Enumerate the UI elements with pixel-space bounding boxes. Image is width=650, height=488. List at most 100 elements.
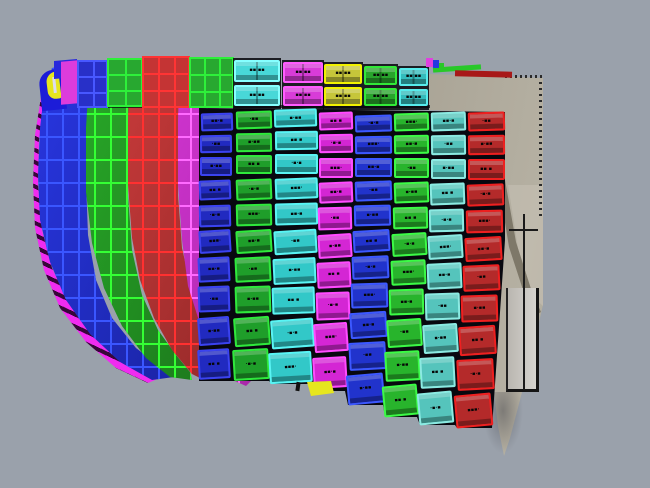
- hull-plate-col-red-9[interactable]: ▪▪ ▪: [458, 324, 498, 357]
- hull-plate-top-magenta-r1[interactable]: ▪▪ ▪▪: [283, 85, 323, 106]
- hull-plate-col-green-dark-2[interactable]: ▪·▪▪: [236, 132, 273, 152]
- hull-plate-col-cyan-4[interactable]: ▪▪▪·: [274, 177, 319, 201]
- hull-plate-col-navy-8[interactable]: ·▪▪: [197, 285, 231, 314]
- deck-strip-magenta[interactable]: [61, 60, 78, 105]
- hull-plate-col-green-dark-10[interactable]: ·▪·▪: [232, 348, 270, 382]
- hull-plate-top-cyan-1-r1[interactable]: ▪▪ ▪▪: [234, 84, 280, 106]
- hull-plate-col-teal-4[interactable]: ▪▪ ▪: [429, 182, 466, 206]
- hull-plate-col-red-5[interactable]: ▪▪▪·: [465, 209, 504, 233]
- hull-plate-col-green-dark-3[interactable]: ▪▪ ▪: [236, 155, 273, 175]
- hull-plate-col-teal-3[interactable]: ▪·▪▪: [430, 158, 466, 180]
- hull-plate-col-blue-4[interactable]: ·▪▪: [354, 180, 393, 202]
- hull-plate-col-green-5[interactable]: ▪▪ ▪: [392, 206, 429, 230]
- hull-plate-col-teal-10[interactable]: ▪▪ ▪: [419, 356, 457, 389]
- hull-plate-col-navy-2[interactable]: ·▪▪: [200, 134, 233, 154]
- hull-plate-col-teal-11[interactable]: ·▪·▪: [416, 390, 455, 426]
- hull-plate-col-blue-2[interactable]: ▪▪▪·: [354, 136, 393, 155]
- hull-plate-col-cyan-9[interactable]: ·▪·▪: [269, 317, 315, 350]
- hull-plate-col-teal-2[interactable]: ·▪▪: [430, 134, 467, 155]
- hull-plate-col-red-8[interactable]: ▪·▪▪: [460, 294, 499, 323]
- hull-plate-col-navy-1[interactable]: ▪▪·▪: [200, 112, 234, 132]
- hull-plate-col-green-dark-8[interactable]: ▪·▪▪: [234, 285, 272, 314]
- hull-plate-col-green-11[interactable]: ▪▪ ▪: [381, 383, 420, 418]
- hull-plate-col-cyan-1[interactable]: ▪·▪▪: [273, 108, 318, 128]
- hull-plate-col-green-10[interactable]: ▪·▪▪: [384, 350, 421, 382]
- hull-plate-col-magenta-1[interactable]: ▪▪ ▪: [318, 111, 354, 131]
- hull-plate-col-red-1[interactable]: ·▪▪: [467, 111, 506, 132]
- hull-plate-col-blue-1[interactable]: ·▪·▪: [354, 114, 393, 133]
- hull-plate-col-magenta-3[interactable]: ▪▪▪·: [319, 157, 354, 178]
- hull-plate-col-navy-7[interactable]: ▪▪·▪: [197, 256, 231, 283]
- hull-plate-col-green-4[interactable]: ▪·▪▪: [393, 181, 430, 204]
- hull-plate-col-green-2[interactable]: ▪▪·▪: [394, 135, 430, 155]
- hull-plate-col-magenta-5[interactable]: ·▪▪: [318, 206, 353, 230]
- hull-plate-col-cyan-10[interactable]: ▪▪▪·: [268, 350, 313, 385]
- hull-plate-col-magenta-9[interactable]: ▪▪▪·: [313, 321, 350, 354]
- gridded-plate-green-2[interactable]: [189, 57, 234, 108]
- hull-plate-col-navy-6[interactable]: ▪▪▪·: [197, 229, 232, 255]
- hull-plate-col-green-7[interactable]: ▪▪▪·: [390, 259, 427, 286]
- hull-plate-col-navy-4[interactable]: ▪▪ ▪: [198, 179, 232, 202]
- hull-plate-col-teal-9[interactable]: ▪·▪▪: [421, 323, 459, 355]
- hull-plate-col-blue-10[interactable]: ·▪▪: [347, 341, 387, 372]
- hull-plate-col-green-8[interactable]: ▪▪·▪: [388, 288, 425, 316]
- hull-plate-col-magenta-6[interactable]: ▪·▪▪: [316, 232, 353, 259]
- hull-plate-col-navy-10[interactable]: ▪▪ ▪: [197, 347, 231, 380]
- hull-plate-col-green-dark-7[interactable]: ·▪▪: [234, 256, 272, 283]
- hull-plate-col-magenta-8[interactable]: ·▪·▪: [315, 290, 351, 320]
- hull-plate-col-green-dark-1[interactable]: ·▪▪: [235, 110, 273, 130]
- hull-plate-col-red-10[interactable]: ·▪·▪: [456, 358, 496, 392]
- hull-plate-col-blue-3[interactable]: ▪▪·▪: [354, 158, 392, 178]
- hull-plate-col-cyan-7[interactable]: ▪·▪▪: [272, 256, 317, 285]
- hull-plate-col-teal-5[interactable]: ·▪·▪: [429, 208, 465, 232]
- hull-plate-top-yellow-r0[interactable]: ▪▪ ▪▪: [324, 64, 362, 84]
- hull-plate-col-cyan-5[interactable]: ▪▪·▪: [274, 202, 319, 227]
- hull-plate-col-cyan-6[interactable]: ·▪▪: [273, 228, 318, 255]
- hull-plate-col-green-dark-5[interactable]: ▪▪▪·: [235, 203, 273, 227]
- hull-plate-col-red-7[interactable]: ·▪▪: [462, 264, 501, 292]
- hull-plate-col-blue-9[interactable]: ▪▪·▪: [349, 310, 388, 340]
- hull-plate-col-red-6[interactable]: ▪▪·▪: [463, 235, 503, 262]
- hull-plate-col-blue-8[interactable]: ▪▪▪·: [350, 282, 389, 309]
- hull-plate-col-teal-7[interactable]: ▪▪·▪: [426, 262, 463, 290]
- hull-plate-top-cyan-2-r1[interactable]: ▪▪ ▪▪: [399, 88, 428, 106]
- hull-plate-col-green-6[interactable]: ·▪·▪: [391, 231, 428, 258]
- hull-plate-col-green-dark-6[interactable]: ▪▪·▪: [235, 228, 273, 255]
- hull-plate-col-navy-3[interactable]: ▪·▪▪: [199, 156, 232, 177]
- hull-plate-col-green-1[interactable]: ▪▪▪·: [393, 112, 430, 132]
- hull-plate-col-teal-1[interactable]: ▪▪·▪: [430, 111, 467, 132]
- hull-plate-col-cyan-3[interactable]: ·▪·▪: [274, 154, 319, 175]
- hull-plate-col-red-4[interactable]: ·▪·▪: [466, 183, 505, 207]
- hull-plate-top-green-r1[interactable]: ▪▪ ▪▪: [364, 87, 397, 106]
- keel-sliver-yellow[interactable]: [307, 381, 334, 396]
- hull-plate-top-cyan-1-r0[interactable]: ▪▪ ▪▪: [234, 60, 280, 82]
- hull-plate-col-cyan-2[interactable]: ▪▪ ▪: [274, 130, 318, 151]
- hull-plate-col-red-11[interactable]: ▪▪▪·: [453, 392, 494, 429]
- hull-plate-top-yellow-r1[interactable]: ▪▪ ▪▪: [324, 86, 362, 106]
- hull-plate-col-green-9[interactable]: ·▪▪: [386, 318, 424, 349]
- hull-plate-col-green-dark-9[interactable]: ▪▪ ▪: [232, 315, 271, 347]
- hull-plate-col-magenta-7[interactable]: ▪▪ ▪: [316, 260, 352, 289]
- hull-plate-col-blue-5[interactable]: ▪·▪▪: [353, 204, 392, 227]
- hull-plate-col-blue-6[interactable]: ▪▪ ▪: [352, 228, 391, 253]
- hull-plate-col-cyan-8[interactable]: ▪▪ ▪: [271, 286, 316, 316]
- hull-plate-col-teal-8[interactable]: ·▪▪: [424, 292, 461, 321]
- hull-plate-col-navy-9[interactable]: ▪·▪▪: [197, 315, 232, 346]
- hull-plate-top-cyan-2-r0[interactable]: ▪▪ ▪▪: [399, 68, 428, 86]
- frame-slab-panel[interactable]: [506, 288, 539, 392]
- gridded-plate-green-1[interactable]: [107, 58, 143, 107]
- hull-plate-col-magenta-2[interactable]: ·▪·▪: [319, 134, 354, 154]
- gridded-plate-blue[interactable]: [77, 60, 108, 108]
- hull-plate-col-green-dark-4[interactable]: ·▪·▪: [236, 178, 273, 201]
- hull-plate-col-blue-11[interactable]: ▪·▪▪: [345, 372, 386, 406]
- gridded-plate-red[interactable]: [142, 56, 190, 108]
- hull-plate-col-magenta-4[interactable]: ▪▪·▪: [318, 180, 354, 204]
- hull-plate-col-red-3[interactable]: ▪▪ ▪: [467, 159, 505, 180]
- hull-plate-top-magenta-r0[interactable]: ▪▪ ▪▪: [283, 62, 323, 83]
- hull-plate-col-red-2[interactable]: ▪·▪▪: [467, 134, 506, 156]
- hull-plate-col-teal-6[interactable]: ▪▪▪·: [427, 234, 464, 261]
- hull-plate-col-green-3[interactable]: ·▪▪: [394, 158, 430, 179]
- hull-plate-top-green-r0[interactable]: ▪▪ ▪▪: [364, 66, 397, 85]
- hull-plate-col-navy-5[interactable]: ·▪·▪: [198, 204, 232, 227]
